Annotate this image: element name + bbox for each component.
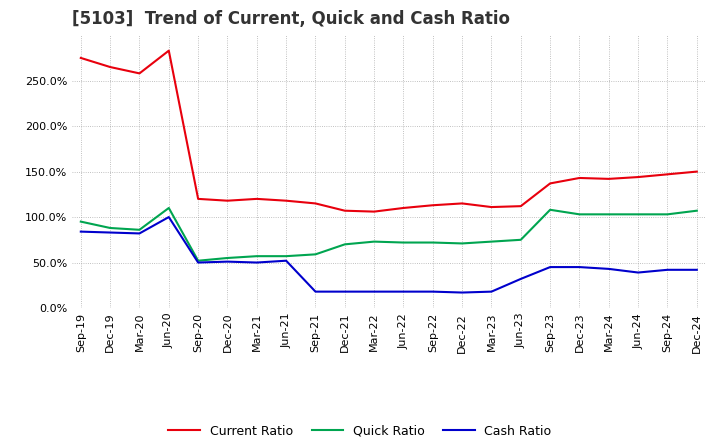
Line: Cash Ratio: Cash Ratio — [81, 217, 697, 293]
Current Ratio — [399, 205, 408, 211]
Quick Ratio — [253, 253, 261, 259]
Quick Ratio — [194, 258, 202, 264]
Cash Ratio — [516, 276, 525, 282]
Quick Ratio — [311, 252, 320, 257]
Current Ratio — [282, 198, 290, 203]
Cash Ratio — [546, 264, 554, 270]
Current Ratio — [634, 174, 642, 180]
Cash Ratio — [663, 267, 672, 272]
Cash Ratio — [399, 289, 408, 294]
Current Ratio — [516, 204, 525, 209]
Current Ratio — [253, 196, 261, 202]
Quick Ratio — [76, 219, 85, 224]
Legend: Current Ratio, Quick Ratio, Cash Ratio: Current Ratio, Quick Ratio, Cash Ratio — [163, 420, 557, 440]
Current Ratio — [76, 55, 85, 61]
Quick Ratio — [399, 240, 408, 245]
Line: Quick Ratio: Quick Ratio — [81, 208, 697, 261]
Current Ratio — [693, 169, 701, 174]
Quick Ratio — [223, 255, 232, 260]
Cash Ratio — [428, 289, 437, 294]
Current Ratio — [458, 201, 467, 206]
Quick Ratio — [634, 212, 642, 217]
Cash Ratio — [458, 290, 467, 295]
Quick Ratio — [693, 208, 701, 213]
Current Ratio — [546, 181, 554, 186]
Cash Ratio — [106, 230, 114, 235]
Current Ratio — [341, 208, 349, 213]
Cash Ratio — [223, 259, 232, 264]
Quick Ratio — [605, 212, 613, 217]
Current Ratio — [194, 196, 202, 202]
Cash Ratio — [575, 264, 584, 270]
Cash Ratio — [341, 289, 349, 294]
Quick Ratio — [282, 253, 290, 259]
Cash Ratio — [487, 289, 496, 294]
Current Ratio — [428, 202, 437, 208]
Current Ratio — [135, 71, 144, 76]
Current Ratio — [164, 48, 173, 53]
Current Ratio — [487, 205, 496, 210]
Cash Ratio — [693, 267, 701, 272]
Quick Ratio — [135, 227, 144, 232]
Current Ratio — [311, 201, 320, 206]
Current Ratio — [663, 172, 672, 177]
Quick Ratio — [546, 207, 554, 213]
Quick Ratio — [516, 237, 525, 242]
Current Ratio — [106, 64, 114, 70]
Current Ratio — [605, 176, 613, 182]
Quick Ratio — [663, 212, 672, 217]
Quick Ratio — [341, 242, 349, 247]
Cash Ratio — [282, 258, 290, 264]
Cash Ratio — [76, 229, 85, 234]
Quick Ratio — [487, 239, 496, 244]
Current Ratio — [223, 198, 232, 203]
Quick Ratio — [370, 239, 379, 244]
Quick Ratio — [575, 212, 584, 217]
Cash Ratio — [253, 260, 261, 265]
Quick Ratio — [106, 225, 114, 231]
Quick Ratio — [164, 205, 173, 211]
Cash Ratio — [194, 260, 202, 265]
Cash Ratio — [311, 289, 320, 294]
Current Ratio — [575, 175, 584, 180]
Cash Ratio — [605, 266, 613, 271]
Cash Ratio — [164, 214, 173, 220]
Cash Ratio — [135, 231, 144, 236]
Current Ratio — [370, 209, 379, 214]
Quick Ratio — [458, 241, 467, 246]
Line: Current Ratio: Current Ratio — [81, 51, 697, 212]
Cash Ratio — [370, 289, 379, 294]
Quick Ratio — [428, 240, 437, 245]
Cash Ratio — [634, 270, 642, 275]
Text: [5103]  Trend of Current, Quick and Cash Ratio: [5103] Trend of Current, Quick and Cash … — [72, 10, 510, 28]
